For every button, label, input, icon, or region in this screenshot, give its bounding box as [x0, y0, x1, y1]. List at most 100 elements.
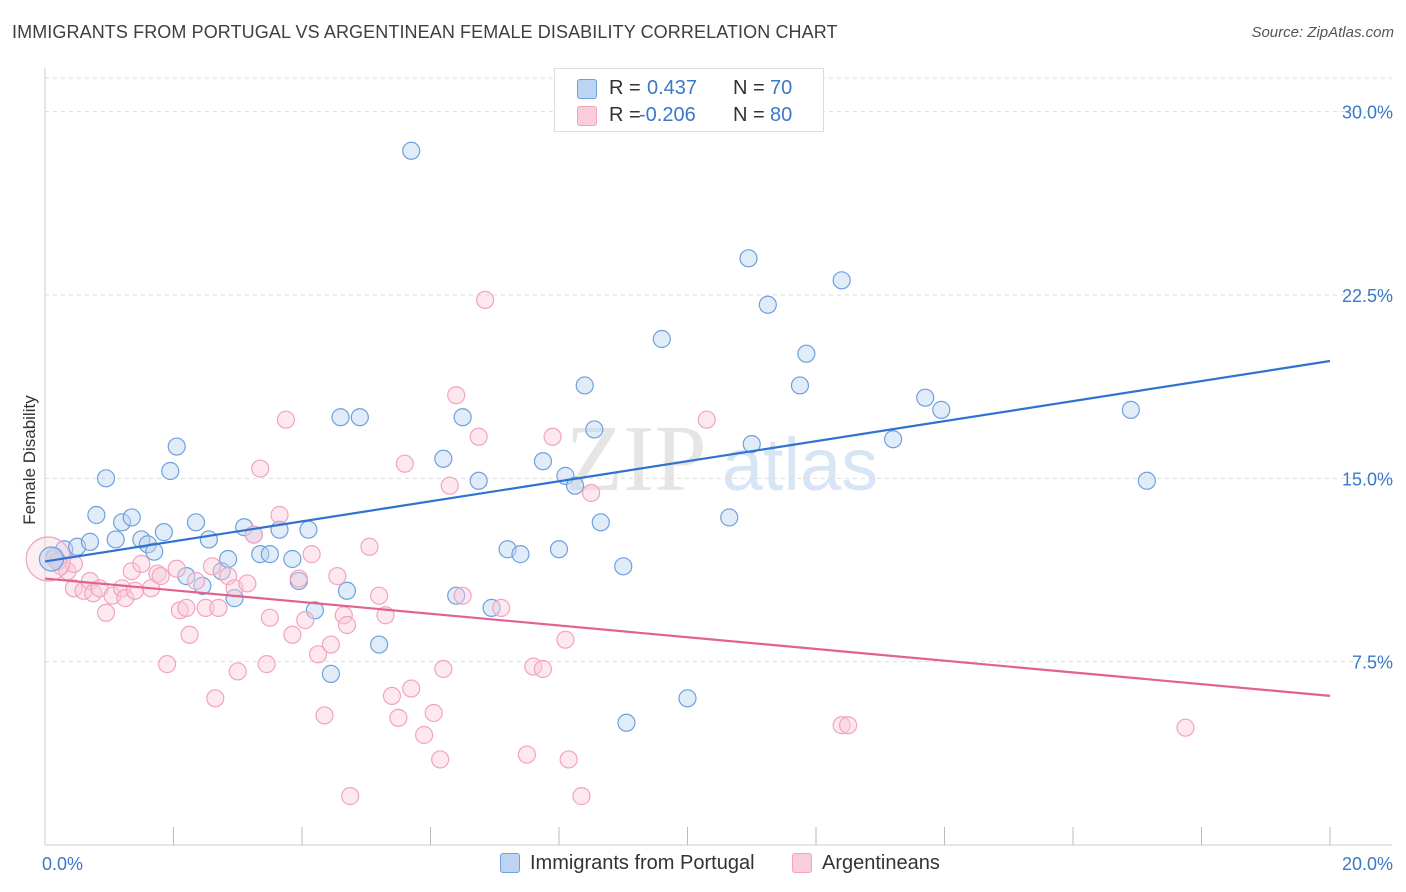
x-tick-label: 20.0%: [1342, 854, 1393, 874]
point-argentinean: [414, 725, 434, 745]
point-argentinean: [328, 567, 347, 586]
point-portugal: [96, 469, 116, 488]
point-portugal: [145, 542, 164, 561]
trend-lines: [44, 359, 1331, 697]
bottom-legend-label-portugal: Immigrants from Portugal: [530, 852, 755, 874]
point-argentinean: [389, 708, 408, 727]
point-portugal: [797, 344, 816, 363]
point-portugal: [80, 532, 100, 551]
legend-n-label: N =: [733, 77, 765, 99]
point-portugal: [225, 589, 244, 608]
point-argentinean: [582, 483, 601, 503]
point-portugal: [434, 449, 453, 468]
point-portugal: [739, 249, 758, 268]
point-portugal: [260, 545, 279, 564]
point-portugal: [511, 545, 530, 564]
axes: [44, 68, 1392, 846]
point-argentinean: [469, 427, 488, 446]
point-argentinean: [228, 662, 247, 681]
point-portugal: [482, 598, 501, 617]
points: [25, 141, 1195, 806]
point-portugal: [742, 435, 761, 454]
source-label: Source: ZipAtlas.com: [1251, 24, 1394, 41]
point-argentinean: [132, 554, 151, 573]
point-argentinean: [148, 564, 167, 583]
point-portugal: [565, 476, 585, 495]
point-portugal: [549, 540, 569, 559]
point-argentinean: [453, 586, 472, 605]
point-argentinean: [440, 476, 459, 495]
point-argentinean: [832, 716, 851, 735]
point-portugal: [321, 664, 341, 683]
point-portugal: [883, 430, 903, 449]
point-argentinean: [434, 659, 453, 679]
point-portugal: [350, 408, 369, 427]
point-portugal: [832, 271, 851, 290]
y-tick-label: 7.5%: [1352, 653, 1393, 673]
point-portugal: [916, 388, 935, 407]
point-portugal: [283, 549, 302, 569]
point-argentinean: [196, 598, 215, 617]
point-argentinean: [447, 386, 466, 405]
point-argentinean: [476, 290, 495, 309]
point-portugal: [591, 513, 610, 532]
point-argentinean: [321, 635, 341, 654]
point-portugal: [337, 581, 357, 600]
point-portugal: [299, 520, 318, 539]
point-portugal: [219, 549, 238, 569]
legend-n-label: N =: [733, 104, 765, 126]
gridlines: [45, 77, 1392, 663]
y-tick-label: 15.0%: [1342, 469, 1393, 489]
point-argentinean: [370, 586, 389, 605]
point-portugal: [932, 400, 951, 419]
legend-r-value-portugal: 0.437: [647, 77, 698, 99]
point-argentinean: [276, 410, 296, 429]
point-portugal: [186, 513, 206, 532]
point-argentinean: [122, 562, 141, 581]
point-argentinean: [206, 689, 225, 708]
legend-r-label: R =: [609, 104, 641, 126]
point-portugal: [112, 513, 132, 532]
point-argentinean: [257, 655, 276, 674]
point-argentinean: [202, 557, 222, 576]
point-argentinean: [251, 459, 270, 478]
point-argentinean: [572, 787, 591, 806]
bottom-legend-swatch-argentineans: [792, 853, 812, 873]
point-portugal: [652, 329, 671, 349]
point-argentinean: [697, 410, 716, 429]
legend-n-value-portugal: 70: [770, 77, 793, 99]
point-portugal: [370, 635, 389, 654]
point-argentinean: [424, 703, 443, 723]
point-argentinean: [556, 630, 575, 649]
point-argentinean: [289, 569, 308, 588]
point-argentinean: [209, 598, 228, 617]
point-argentinean: [533, 659, 553, 679]
point-argentinean: [186, 571, 206, 591]
point-portugal: [106, 530, 125, 549]
point-argentinean: [382, 686, 402, 705]
trend-line-portugal: [44, 359, 1331, 563]
legend-swatch-argentineans: [577, 106, 597, 126]
point-portugal: [453, 408, 472, 427]
point-argentinean: [543, 427, 562, 446]
point-argentinean: [177, 598, 196, 617]
point-portugal: [177, 567, 196, 586]
trend-line-argentinean: [44, 577, 1331, 697]
point-argentinean: [260, 608, 279, 627]
point-portugal: [154, 523, 173, 542]
point-portugal: [402, 141, 421, 160]
point-portugal: [533, 452, 553, 471]
point-portugal: [614, 557, 633, 576]
point-portugal: [122, 508, 141, 527]
point-portugal: [585, 420, 604, 439]
point-argentinean: [559, 750, 578, 769]
point-portugal: [720, 508, 739, 527]
point-argentinean: [302, 545, 321, 564]
point-argentinean: [395, 454, 414, 473]
point-portugal: [617, 713, 636, 732]
point-portugal: [1137, 471, 1156, 490]
y-tick-label: 30.0%: [1342, 103, 1393, 123]
watermark-zip: ZIP: [566, 407, 707, 511]
point-argentinean: [341, 787, 360, 806]
